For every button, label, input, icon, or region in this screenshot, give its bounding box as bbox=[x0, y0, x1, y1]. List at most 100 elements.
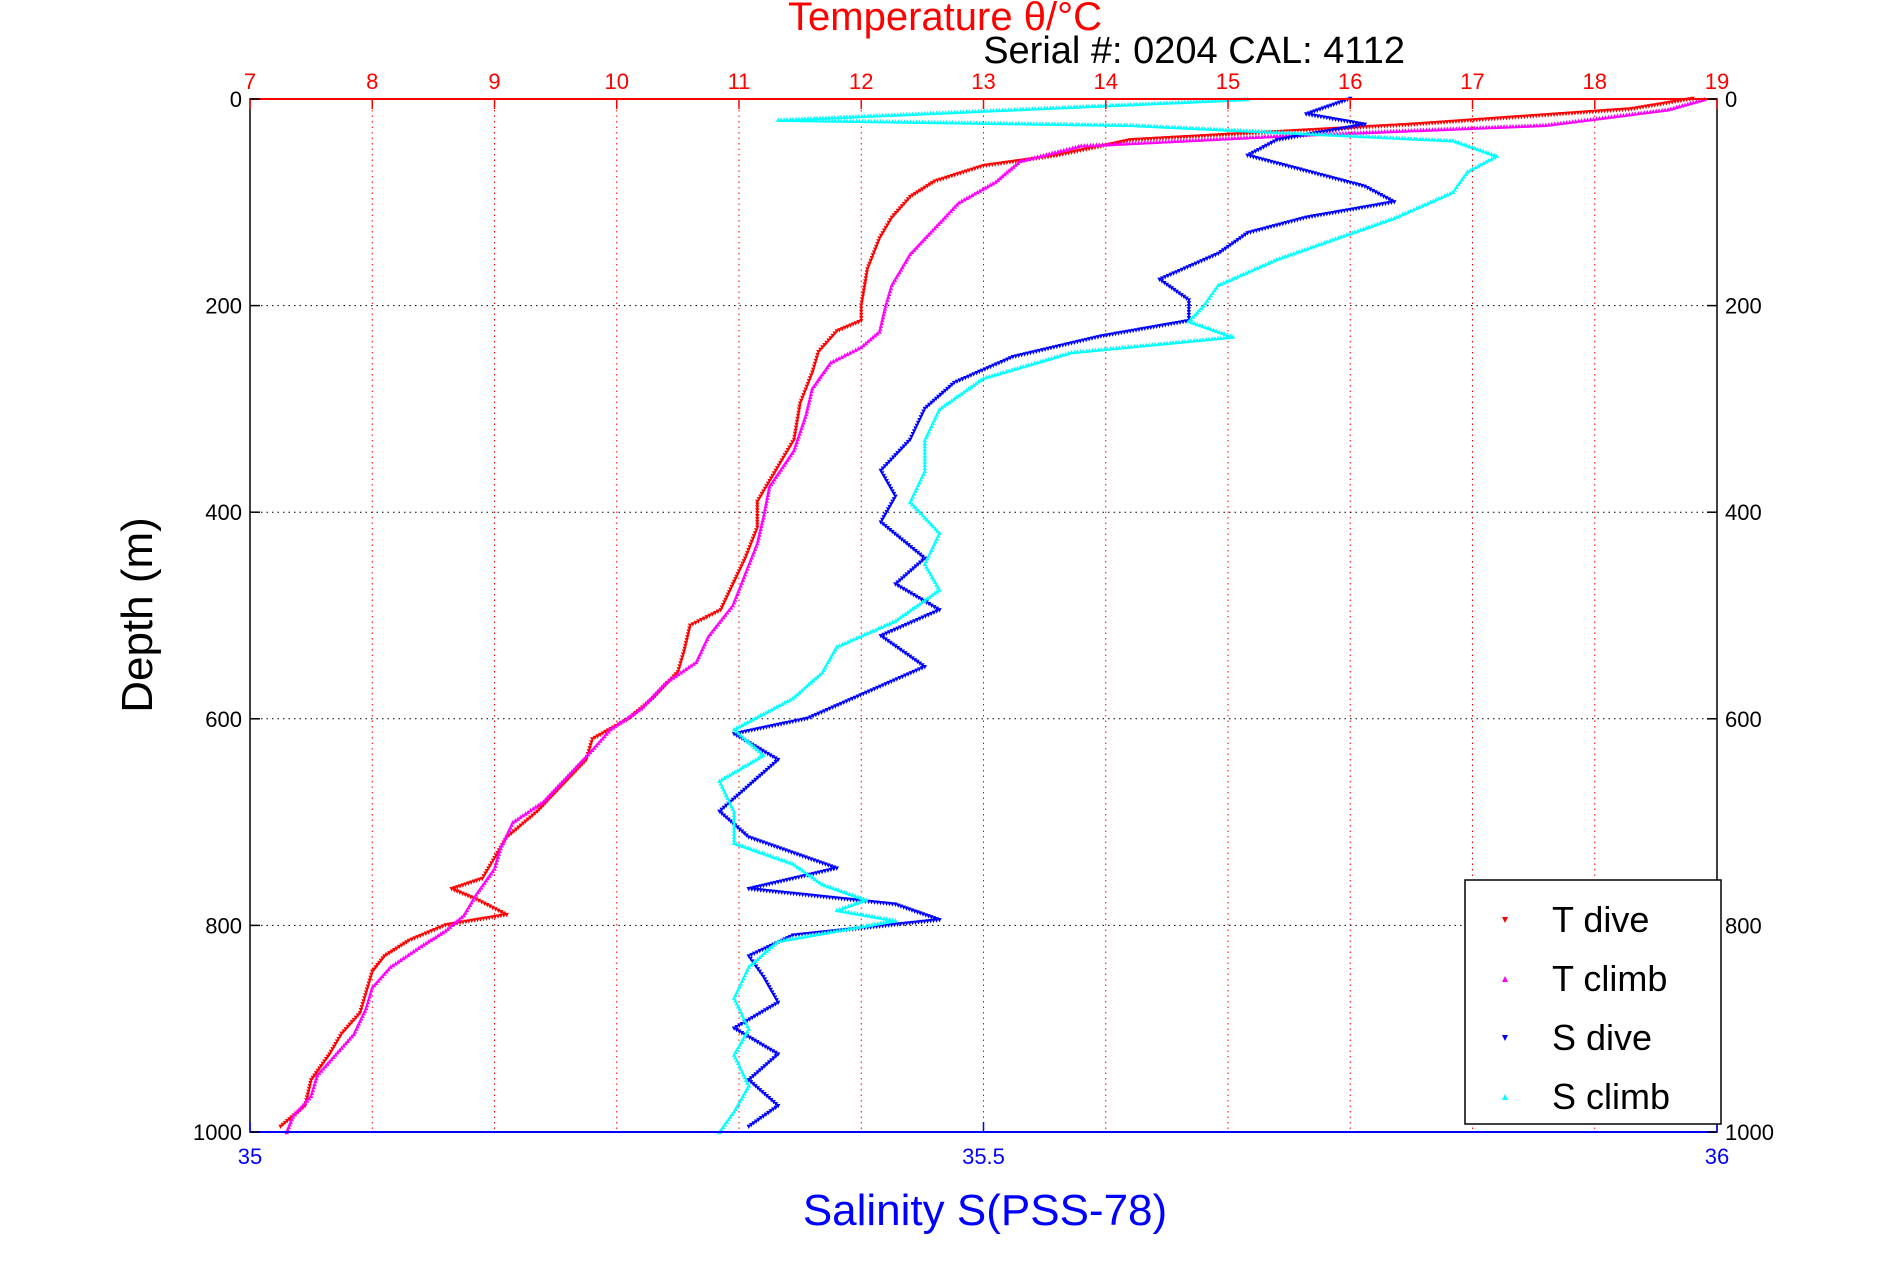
data-point bbox=[787, 936, 793, 942]
data-point bbox=[1033, 106, 1038, 111]
data-point bbox=[1492, 116, 1497, 122]
data-point bbox=[364, 1002, 370, 1008]
data-point bbox=[802, 934, 807, 939]
data-point bbox=[887, 527, 893, 533]
data-point bbox=[1483, 125, 1489, 130]
data-point bbox=[653, 691, 658, 696]
data-point bbox=[904, 572, 909, 577]
data-point bbox=[282, 1120, 288, 1126]
data-point bbox=[1480, 117, 1485, 122]
data-point bbox=[382, 971, 387, 976]
data-point bbox=[590, 737, 595, 742]
data-point bbox=[912, 619, 917, 624]
data-point bbox=[771, 761, 776, 767]
data-point bbox=[936, 394, 941, 400]
data-point bbox=[734, 1024, 739, 1030]
data-point bbox=[895, 646, 901, 651]
data-point bbox=[314, 1075, 319, 1081]
data-point bbox=[523, 819, 528, 824]
data-point bbox=[1271, 129, 1276, 134]
data-point bbox=[863, 276, 869, 281]
data-point bbox=[479, 900, 484, 905]
data-point bbox=[920, 615, 925, 620]
data-point bbox=[1179, 267, 1185, 273]
data-point bbox=[1193, 261, 1199, 266]
data-point bbox=[492, 856, 497, 861]
data-point bbox=[920, 599, 925, 604]
data-point bbox=[742, 1034, 747, 1039]
data-point bbox=[1009, 367, 1015, 372]
data-point bbox=[872, 900, 877, 905]
data-point bbox=[719, 807, 724, 812]
data-point bbox=[579, 758, 585, 763]
data-point bbox=[743, 1031, 749, 1037]
data-point bbox=[839, 354, 845, 359]
data-point bbox=[855, 694, 860, 699]
data-point bbox=[337, 1034, 343, 1039]
data-point bbox=[889, 282, 895, 288]
data-point bbox=[890, 918, 895, 923]
data-point bbox=[1218, 250, 1223, 255]
data-point bbox=[1199, 305, 1204, 311]
data-point bbox=[783, 460, 789, 465]
data-point bbox=[1433, 127, 1438, 132]
data-point bbox=[1206, 295, 1212, 301]
data-point bbox=[815, 674, 820, 679]
data-point bbox=[469, 899, 474, 905]
data-point bbox=[878, 915, 884, 920]
data-point bbox=[901, 539, 907, 544]
data-point bbox=[1677, 103, 1682, 109]
legend-marker bbox=[1502, 1094, 1508, 1100]
data-point bbox=[915, 550, 921, 556]
data-point bbox=[895, 272, 901, 277]
data-point bbox=[730, 602, 736, 608]
data-point bbox=[770, 754, 776, 760]
data-point bbox=[1175, 124, 1181, 130]
legend-marker bbox=[1502, 1035, 1508, 1041]
data-point bbox=[1376, 134, 1381, 139]
data-point bbox=[725, 610, 730, 615]
data-point bbox=[884, 300, 889, 305]
data-point bbox=[755, 956, 761, 961]
data-point bbox=[409, 937, 414, 942]
data-point bbox=[1549, 121, 1555, 127]
data-point bbox=[1224, 279, 1229, 284]
data-point bbox=[1227, 277, 1232, 283]
data-point bbox=[357, 1011, 363, 1016]
data-point bbox=[1209, 336, 1215, 341]
data-point bbox=[885, 297, 890, 302]
data-point bbox=[865, 338, 871, 344]
data-point bbox=[765, 982, 771, 987]
data-point bbox=[952, 109, 957, 115]
data-point bbox=[942, 388, 948, 394]
temperature-tick-label: 11 bbox=[728, 69, 751, 94]
data-point bbox=[949, 382, 955, 388]
data-point bbox=[685, 632, 691, 637]
data-point bbox=[1136, 137, 1142, 143]
data-point bbox=[909, 249, 915, 254]
depth-tick-label-left: 200 bbox=[205, 294, 242, 319]
data-point bbox=[1463, 125, 1468, 131]
data-point bbox=[1064, 121, 1070, 127]
data-point bbox=[875, 921, 881, 926]
data-point bbox=[1119, 102, 1125, 107]
data-point bbox=[1217, 126, 1223, 132]
data-point bbox=[743, 736, 748, 742]
data-point bbox=[1477, 117, 1482, 123]
data-point bbox=[890, 499, 895, 505]
data-point bbox=[1361, 226, 1366, 231]
data-point bbox=[733, 577, 738, 582]
data-point bbox=[337, 1047, 342, 1053]
data-point bbox=[1274, 256, 1280, 262]
data-point bbox=[1120, 345, 1125, 350]
data-point bbox=[1181, 135, 1187, 140]
data-point bbox=[1115, 122, 1121, 127]
data-point bbox=[918, 240, 923, 246]
data-point bbox=[943, 110, 948, 115]
data-point bbox=[1070, 145, 1075, 150]
data-point bbox=[934, 110, 939, 115]
data-point bbox=[755, 516, 760, 522]
data-point bbox=[876, 625, 881, 631]
data-point bbox=[1085, 142, 1090, 148]
data-point bbox=[905, 439, 911, 445]
